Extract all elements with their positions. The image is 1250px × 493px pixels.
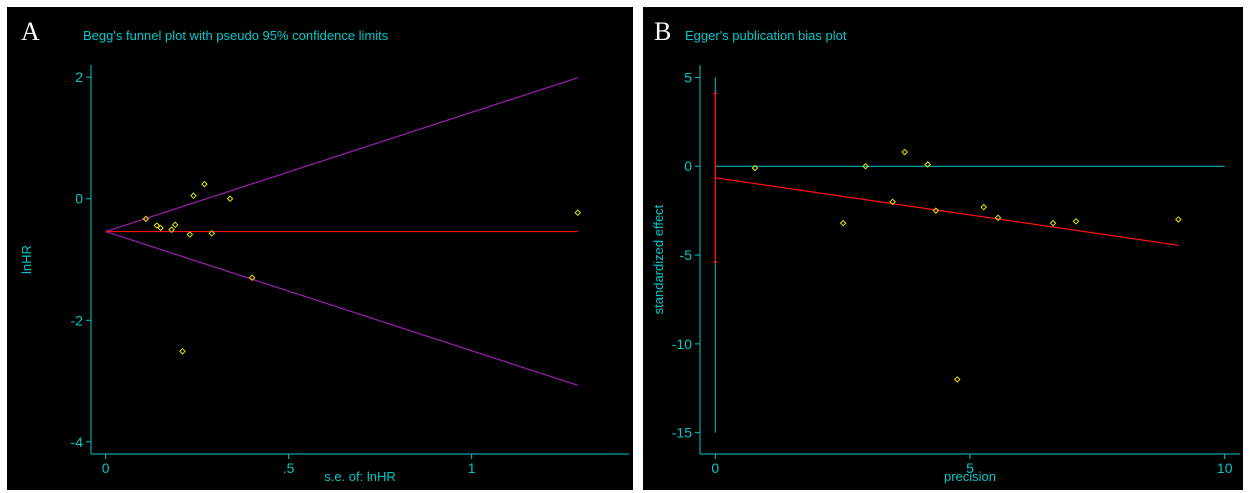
- study-point: [901, 148, 909, 156]
- study-point: [1072, 218, 1080, 225]
- x-tick-label: .5: [283, 460, 295, 476]
- study-point: [1175, 216, 1182, 223]
- x-tick-label: 0: [711, 460, 719, 476]
- lower-confidence-limit-line: [105, 230, 578, 386]
- study-point: [924, 161, 932, 168]
- panel-a-begg-funnel: A Begg's funnel plot with pseudo 95% con…: [7, 7, 633, 490]
- study-point: [932, 207, 940, 214]
- y-tick-label: -5: [680, 247, 693, 263]
- y-tick-label: 0: [75, 191, 83, 207]
- x-axis-label: precision: [944, 469, 996, 484]
- egger-plot-svg: 5 0 -5 -10 -15 0 5 10 precision standardized effe…: [651, 65, 1240, 484]
- study-point: [751, 164, 759, 172]
- study-point: [980, 203, 988, 211]
- study-point: [248, 274, 256, 282]
- y-tick-label: 0: [684, 158, 692, 174]
- study-point: [889, 198, 896, 206]
- study-point: [994, 214, 1002, 222]
- study-point: [157, 224, 164, 232]
- y-tick-label: 5: [684, 69, 692, 85]
- y-tick-label: -15: [672, 425, 692, 441]
- x-tick-label: 5: [966, 460, 974, 476]
- upper-confidence-limit-line: [105, 77, 578, 233]
- study-point: [839, 219, 847, 227]
- x-tick-label: 1: [468, 460, 476, 476]
- y-axis-label: standardized effect: [651, 204, 666, 314]
- study-point: [179, 347, 186, 355]
- study-point: [171, 221, 179, 229]
- y-tick-label: -2: [71, 312, 84, 328]
- panel-b-title: Egger's publication bias plot: [685, 28, 847, 43]
- study-point: [153, 222, 161, 229]
- panel-b-letter: B: [654, 17, 672, 46]
- y-tick-label: 2: [75, 69, 83, 85]
- study-point: [1049, 219, 1057, 227]
- study-point: [862, 162, 869, 170]
- regression-line: [715, 177, 1179, 246]
- x-tick-label: 10: [1217, 460, 1233, 476]
- panel-b-egger-plot: B Egger's publication bias plot 5 0 -5 -10 -…: [643, 7, 1243, 490]
- panel-a-letter: A: [21, 17, 40, 46]
- study-point: [190, 192, 197, 199]
- study-point: [574, 209, 582, 217]
- panel-a-title: Begg's funnel plot with pseudo 95% confi…: [83, 28, 389, 43]
- study-point: [168, 226, 175, 234]
- x-tick-label: 0: [102, 460, 110, 476]
- y-tick-label: -4: [71, 434, 84, 450]
- study-point: [953, 376, 961, 383]
- study-point: [208, 230, 216, 237]
- x-axis-label: s.e. of: lnHR: [324, 469, 396, 484]
- study-point: [142, 215, 150, 223]
- y-axis-label: lnHR: [19, 245, 34, 274]
- study-point: [201, 180, 208, 188]
- study-point: [186, 231, 194, 238]
- y-tick-label: -10: [672, 336, 692, 352]
- study-point: [226, 195, 234, 203]
- funnel-plot-svg: 2 0 -2 -4 0 .5 1 s.e. of: lnHR lnHR: [19, 65, 629, 484]
